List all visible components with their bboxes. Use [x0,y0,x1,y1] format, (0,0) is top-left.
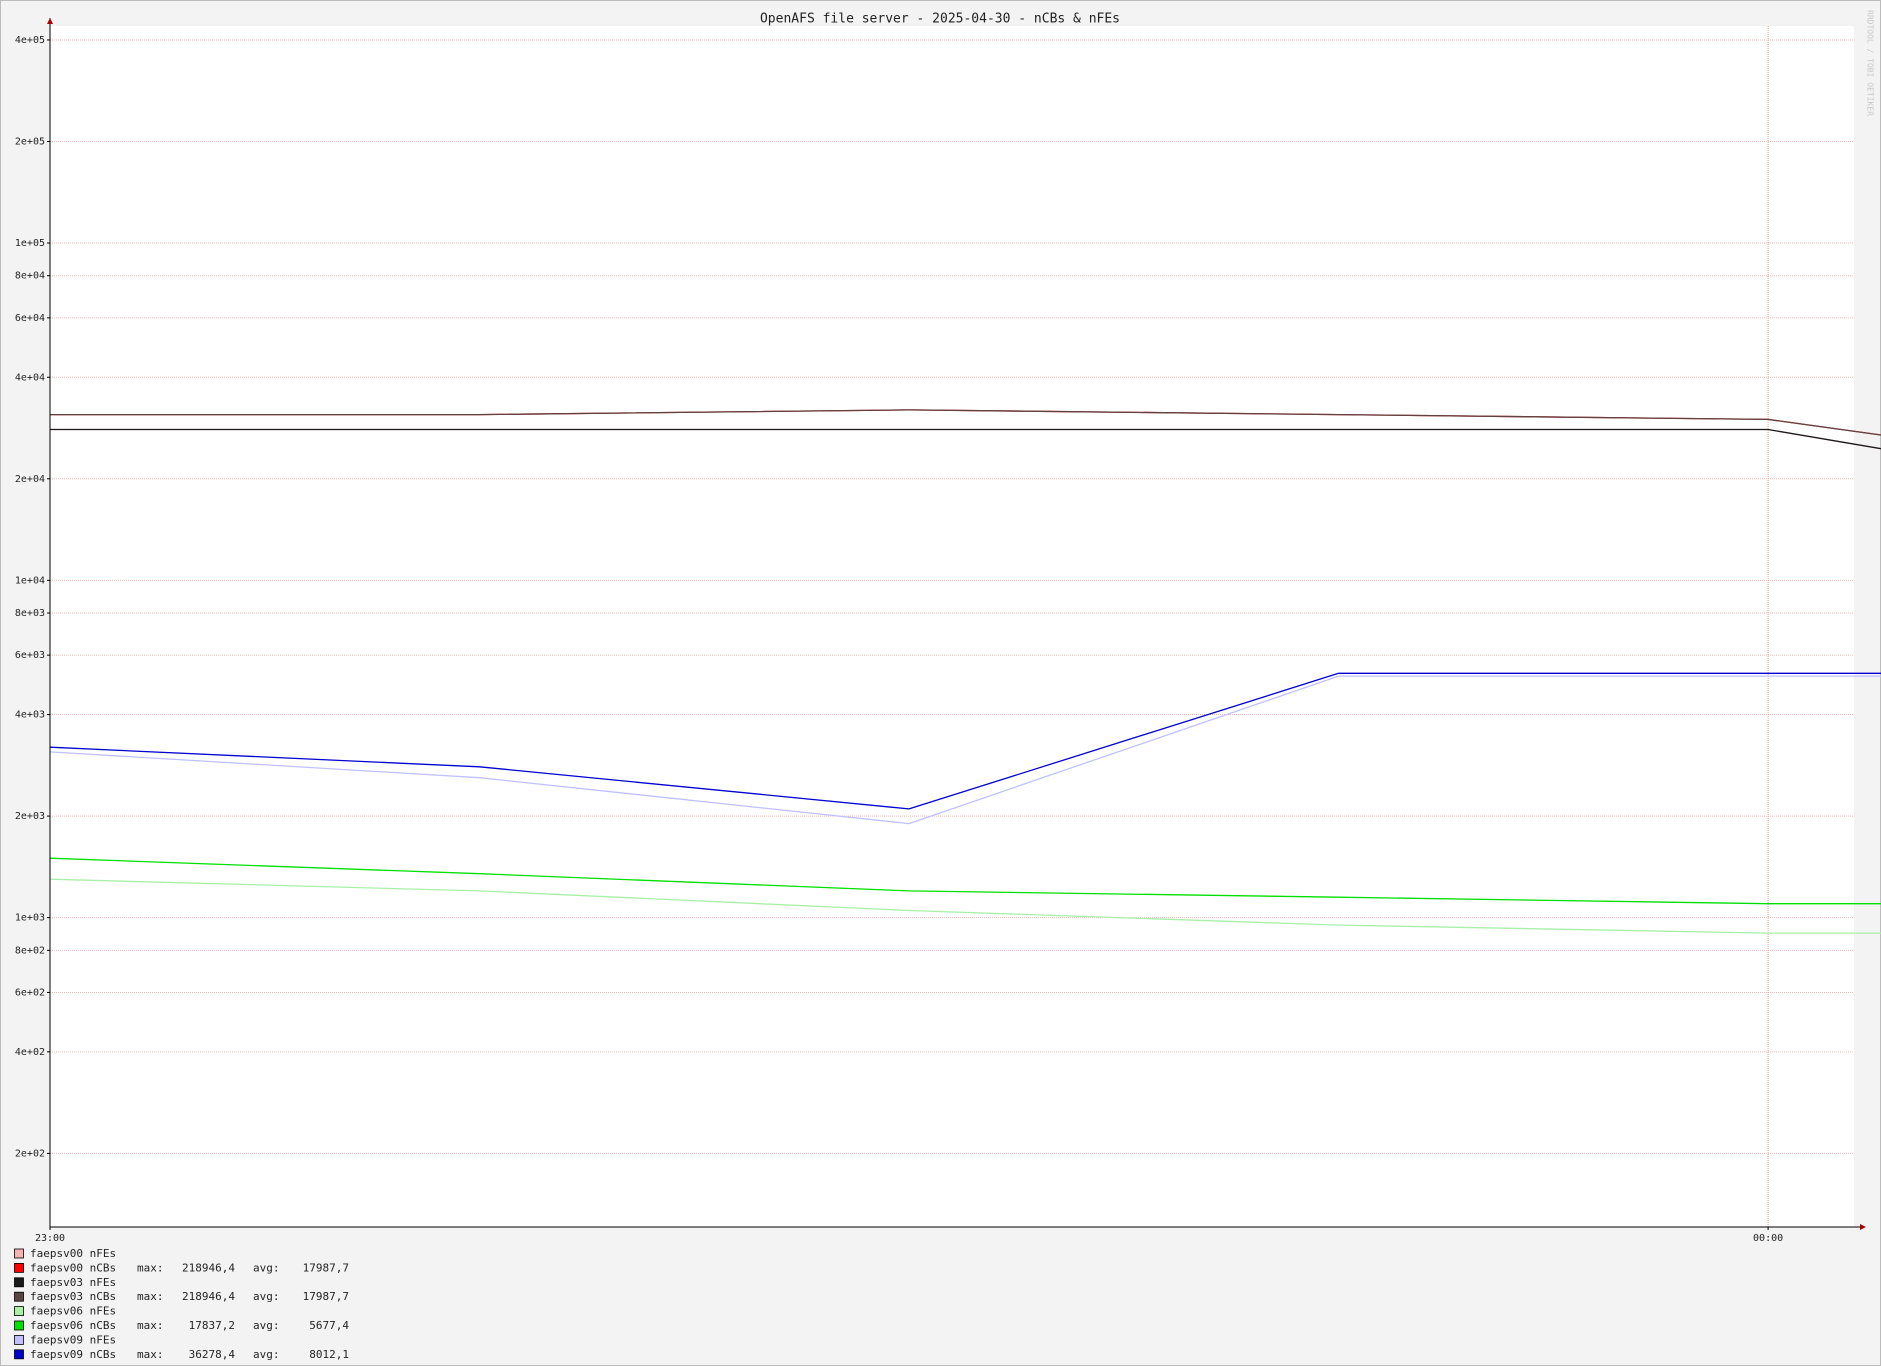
y-tick-label: 8e+02 [15,945,45,956]
plot-area [50,26,1854,1227]
legend-label: faepsv09 nFEs [30,1333,116,1346]
y-tick-label: 6e+04 [15,313,45,324]
legend-swatch [14,1248,24,1259]
legend-swatch [14,1320,24,1331]
y-tick-label: 1e+04 [15,575,45,586]
stat-value: 8012,1 [309,1348,349,1361]
legend-label: faepsv06 nFEs [30,1305,116,1318]
stat-value: 218946,4 [182,1290,235,1303]
x-tick-label: 23:00 [35,1233,65,1244]
stat-value: 5677,4 [309,1319,349,1332]
y-tick-label: 4e+02 [15,1047,45,1058]
watermark: RRDTOOL / TOBI OETIKER [1866,10,1875,116]
stat-label: max: [137,1261,164,1274]
grid [49,26,1854,1227]
stat-label: avg: [253,1261,280,1274]
stat-label: max: [137,1348,164,1361]
y-tick-label: 1e+05 [15,238,45,249]
legend-label: faepsv03 nCBs [30,1290,116,1303]
x-tick-label: 00:00 [1753,1233,1783,1244]
y-tick-label: 2e+02 [15,1148,45,1159]
stat-value: 17987,7 [303,1290,349,1303]
y-tick-label: 2e+03 [15,811,45,822]
legend-swatch [14,1291,24,1302]
legend-label: faepsv09 nCBs [30,1348,116,1361]
chart-title: OpenAFS file server - 2025-04-30 - nCBs … [760,12,1120,27]
legend-swatch [14,1349,24,1360]
y-tick-label: 2e+05 [15,136,45,147]
y-arrow [47,18,53,24]
y-tick-label: 1e+03 [15,913,45,924]
y-tick-label: 8e+03 [15,608,45,619]
legend-label: faepsv00 nFEs [30,1247,116,1260]
y-tick-label: 4e+05 [15,35,45,46]
legend-label: faepsv00 nCBs [30,1261,116,1274]
axes: 2e+02 4e+02 6e+02 8e+02 1e+03 2e+03 4e+03 6e+03… [15,18,1866,1244]
y-tick-label: 4e+04 [15,372,45,383]
legend-swatch [14,1263,24,1273]
y-tick-label: 2e+04 [15,474,45,485]
y-tick-label: 8e+04 [15,271,45,282]
y-tick-label: 6e+02 [15,987,45,998]
y-tick-label: 6e+03 [15,650,45,661]
stat-label: max: [137,1290,164,1303]
stat-value: 17837,2 [189,1319,235,1332]
stat-label: avg: [253,1290,280,1303]
legend-swatch [14,1306,24,1316]
legend-label: faepsv03 nFEs [30,1276,116,1289]
stat-value: 17987,7 [303,1261,349,1274]
stat-label: max: [137,1319,164,1332]
stat-value: 218946,4 [182,1261,235,1274]
legend-swatch [14,1335,24,1345]
stat-label: avg: [253,1319,280,1332]
y-tick-label: 4e+03 [15,710,45,721]
stat-value: 36278,4 [189,1348,236,1361]
legend-label: faepsv06 nCBs [30,1319,116,1332]
stat-label: avg: [253,1348,280,1361]
x-arrow [1860,1224,1866,1230]
legend-swatch [14,1277,24,1288]
